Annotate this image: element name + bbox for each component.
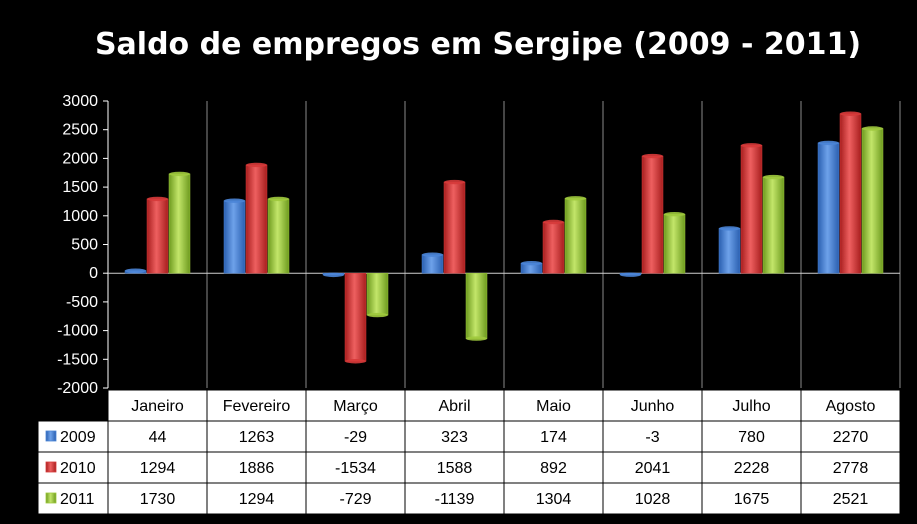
bar-cap bbox=[246, 162, 267, 168]
bar-cap bbox=[664, 211, 685, 217]
y-axis-ticks: 3000 2500 2000 1500 1000 500 0 -500 -1000 -1500 -2… bbox=[57, 93, 108, 397]
bar-cap bbox=[169, 171, 190, 177]
bar-2009-1 bbox=[223, 200, 246, 274]
bar-cap bbox=[367, 312, 388, 318]
x-tick-label: Julho bbox=[732, 398, 770, 415]
bar-cap bbox=[741, 143, 762, 148]
legend-swatch-2010 bbox=[45, 461, 57, 473]
y-tick-label: 2500 bbox=[62, 122, 98, 139]
bar-cap bbox=[818, 140, 839, 146]
x-tick-label: Fevereiro bbox=[223, 398, 291, 415]
bar-cap bbox=[642, 153, 663, 159]
bar-2011-6 bbox=[762, 176, 785, 274]
bar-2010-0 bbox=[146, 198, 169, 274]
data-label: -3 bbox=[645, 429, 659, 446]
y-tick-label: 3000 bbox=[62, 93, 98, 110]
bar-2010-6 bbox=[740, 145, 763, 274]
data-label: 1675 bbox=[734, 491, 770, 508]
bar-cap bbox=[565, 196, 586, 201]
bar-cap bbox=[268, 196, 289, 202]
y-tick-label: 1000 bbox=[62, 208, 98, 225]
x-tick-label: Agosto bbox=[826, 398, 876, 415]
data-label: 323 bbox=[441, 429, 468, 446]
y-tick-label: -2000 bbox=[57, 380, 98, 397]
y-tick-label: 0 bbox=[89, 265, 98, 282]
bar-cap bbox=[862, 126, 883, 131]
x-tick-label: Janeiro bbox=[131, 398, 184, 415]
bar-2010-4 bbox=[542, 221, 565, 274]
bar-2009-7 bbox=[817, 142, 840, 274]
bar-2009-3 bbox=[421, 254, 444, 274]
chart-title: Saldo de empregos em Sergipe (2009 - 201… bbox=[95, 27, 861, 62]
bar-cap bbox=[125, 268, 146, 273]
bar-cap bbox=[840, 111, 861, 116]
bar-2011-0 bbox=[168, 173, 191, 274]
data-label: -1534 bbox=[335, 460, 376, 477]
bar-2011-5 bbox=[663, 213, 686, 274]
bar-cap bbox=[224, 198, 245, 203]
data-label: 2228 bbox=[734, 460, 770, 477]
data-label: 2778 bbox=[833, 460, 869, 477]
data-label: 780 bbox=[738, 429, 765, 446]
bar-2010-1 bbox=[245, 164, 268, 274]
bars bbox=[124, 111, 884, 364]
data-label: 1886 bbox=[239, 460, 275, 477]
bar-2009-6 bbox=[718, 228, 741, 274]
data-label: 1304 bbox=[536, 491, 572, 508]
legend-swatch-2011 bbox=[45, 492, 57, 504]
y-tick-label: -1500 bbox=[57, 351, 98, 368]
bar-2011-1 bbox=[267, 198, 290, 274]
bar-cap bbox=[543, 219, 564, 225]
legend-swatch-2009 bbox=[45, 430, 57, 442]
bar-2011-4 bbox=[564, 198, 587, 274]
bar-cap bbox=[763, 174, 784, 180]
y-tick-label: -1000 bbox=[57, 323, 98, 340]
data-label: -1139 bbox=[435, 491, 475, 508]
bar-2010-7 bbox=[839, 113, 862, 274]
y-tick-label: -500 bbox=[66, 294, 98, 311]
data-label: 1263 bbox=[239, 429, 275, 446]
legend-label-2009: 2009 bbox=[60, 429, 96, 446]
y-tick-label: 500 bbox=[71, 237, 98, 254]
data-label: 1294 bbox=[140, 460, 176, 477]
bar-cap bbox=[444, 179, 465, 185]
data-label: 2041 bbox=[635, 460, 671, 477]
x-tick-label: Junho bbox=[631, 398, 675, 415]
data-label: 1028 bbox=[635, 491, 671, 508]
bar-2011-7 bbox=[861, 128, 884, 274]
y-tick-label: 1500 bbox=[62, 179, 98, 196]
bar-2011-2 bbox=[366, 272, 389, 316]
x-tick-label: Março bbox=[333, 398, 378, 415]
bar-2011-3 bbox=[465, 272, 488, 339]
legend-label-2011: 2011 bbox=[60, 491, 95, 508]
data-label: -729 bbox=[339, 491, 371, 508]
y-tick-label: 2000 bbox=[62, 150, 98, 167]
data-label: 44 bbox=[149, 429, 167, 446]
data-label: 2521 bbox=[833, 491, 869, 508]
bar-cap bbox=[521, 261, 542, 266]
bar-cap bbox=[620, 272, 641, 277]
data-label: 1588 bbox=[437, 460, 473, 477]
bar-2010-5 bbox=[641, 155, 664, 274]
data-label: 1730 bbox=[140, 491, 176, 508]
data-label: 174 bbox=[540, 429, 567, 446]
x-tick-label: Maio bbox=[536, 398, 571, 415]
bar-2010-2 bbox=[344, 272, 367, 362]
x-tick-label: Abril bbox=[438, 398, 470, 415]
bar-2010-3 bbox=[443, 181, 466, 274]
bar-cap bbox=[345, 359, 366, 364]
bar-cap bbox=[422, 252, 443, 257]
data-table: Janeiro Fevereiro Março Abril Maio Junho Julho… bbox=[37, 389, 901, 515]
data-label: 2270 bbox=[833, 429, 869, 446]
data-label: 892 bbox=[540, 460, 567, 477]
data-label: 1294 bbox=[239, 491, 275, 508]
table-body-bg bbox=[38, 421, 900, 514]
bar-cap bbox=[719, 226, 740, 231]
bar-cap bbox=[147, 196, 168, 202]
bar-cap bbox=[323, 272, 344, 278]
legend-label-2010: 2010 bbox=[60, 460, 96, 477]
bar-cap bbox=[466, 336, 487, 341]
data-label: -29 bbox=[344, 429, 367, 446]
